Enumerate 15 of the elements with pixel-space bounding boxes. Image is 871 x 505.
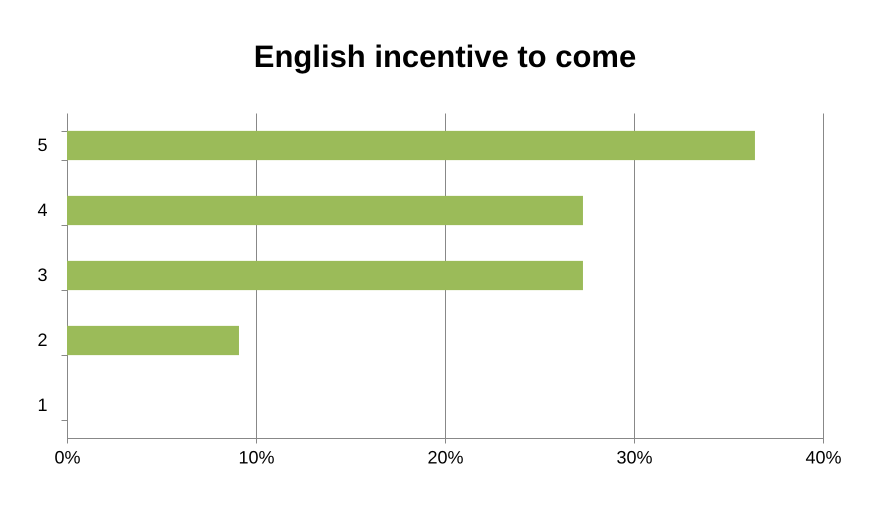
bar [67, 196, 583, 226]
x-tick-label: 30% [616, 448, 653, 468]
x-tick-label: 0% [54, 448, 81, 468]
y-tick-label: 2 [37, 330, 48, 350]
chart-title: English incentive to come [254, 39, 636, 74]
y-tick-label: 1 [37, 395, 48, 415]
x-tick-label: 10% [238, 448, 275, 468]
y-tick-label: 3 [37, 265, 48, 285]
y-tick-label: 5 [37, 135, 48, 155]
bar [67, 326, 239, 356]
bar [67, 130, 755, 160]
y-tick-label: 4 [37, 200, 48, 220]
x-tick-label: 20% [427, 448, 464, 468]
bar [67, 260, 583, 290]
x-tick-label: 40% [805, 448, 842, 468]
